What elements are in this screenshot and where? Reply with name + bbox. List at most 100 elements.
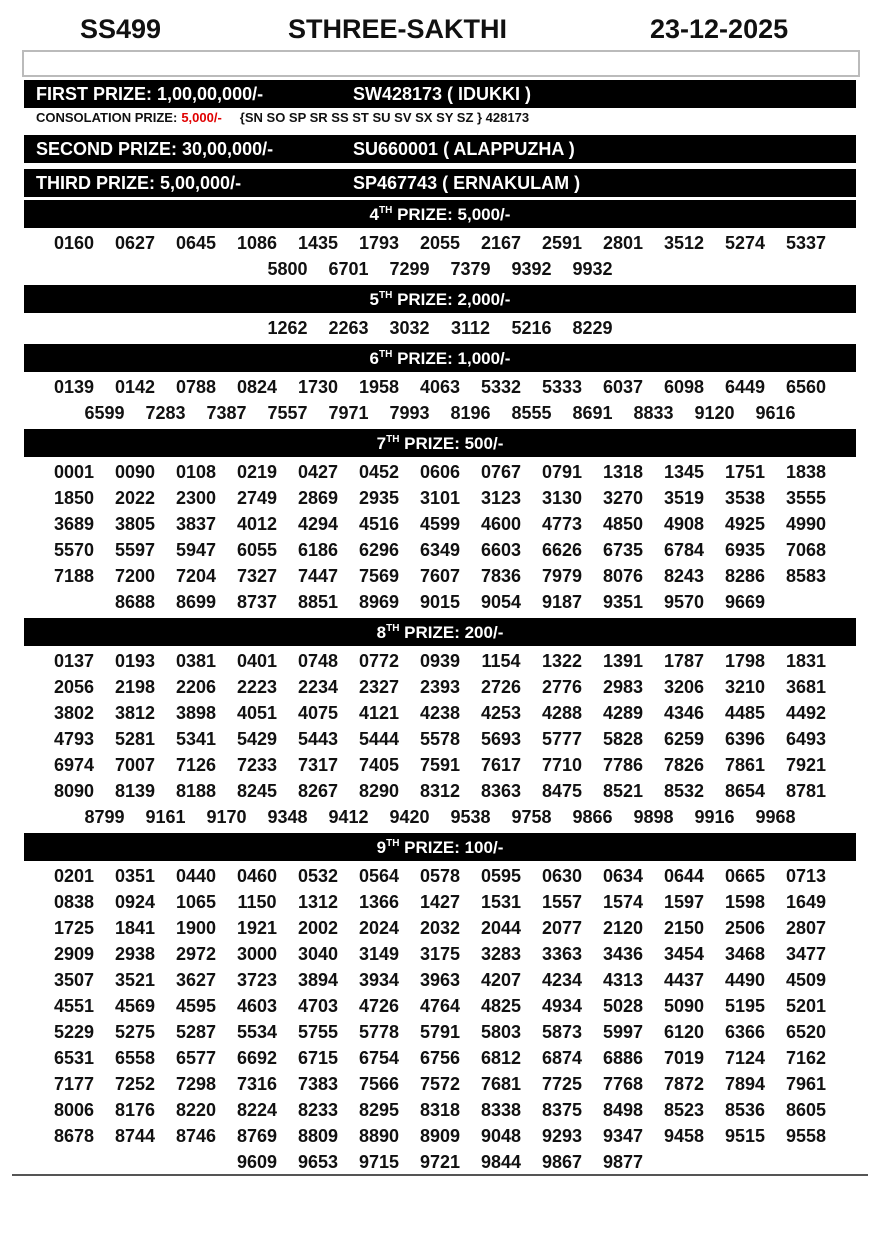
prize-ordinal-suffix: TH bbox=[379, 349, 393, 360]
winning-number: 4485 bbox=[724, 703, 766, 723]
winning-number: 2801 bbox=[602, 233, 644, 253]
winning-number: 7971 bbox=[328, 403, 369, 423]
number-row: 6974 7007 7126 7233 7317 7405 7591 7617 7710 7786… bbox=[24, 752, 856, 778]
number-row: 0001 0090 0108 0219 0427 0452 0606 0767 0791 1318… bbox=[24, 459, 856, 485]
number-row: 6531 6558 6577 6692 6715 6754 6756 6812 6874 6886… bbox=[24, 1045, 856, 1071]
winning-number: 3123 bbox=[480, 488, 522, 508]
winning-number: 2726 bbox=[480, 677, 522, 697]
winning-number: 6812 bbox=[480, 1048, 522, 1068]
winning-number: 8781 bbox=[785, 781, 827, 801]
winning-number: 5570 bbox=[53, 540, 95, 560]
winning-number: 9351 bbox=[602, 592, 644, 612]
blank-box bbox=[22, 50, 860, 77]
number-row: 3689 3805 3837 4012 4294 4516 4599 4600 4773 4850… bbox=[24, 511, 856, 537]
winning-number: 6692 bbox=[236, 1048, 278, 1068]
first-prize-label: FIRST PRIZE: 1,00,00,000/- bbox=[36, 84, 264, 104]
number-row: 1262 2263 3032 3112 5216 8229 bbox=[24, 315, 856, 341]
third-prize-label: THIRD PRIZE: 5,00,000/- bbox=[36, 173, 242, 193]
winning-number: 9721 bbox=[419, 1152, 461, 1172]
number-row: 6599 7283 7387 7557 7971 7993 8196 8555 8691 8833… bbox=[24, 400, 856, 426]
winning-number: 2938 bbox=[114, 944, 156, 964]
winning-number: 3270 bbox=[602, 488, 644, 508]
prize-header: 5TH PRIZE: 2,000/- bbox=[24, 285, 856, 313]
winning-number: 4600 bbox=[480, 514, 522, 534]
winning-number: 5287 bbox=[175, 1022, 217, 1042]
winning-number: 7007 bbox=[114, 755, 156, 775]
winning-number: 5997 bbox=[602, 1022, 644, 1042]
winning-number: 2506 bbox=[724, 918, 766, 938]
winning-number: 6186 bbox=[297, 540, 339, 560]
winning-number: 5337 bbox=[785, 233, 827, 253]
winning-numbers: 0201 0351 0440 0460 0532 0564 0578 0595 0630 0634… bbox=[24, 861, 856, 1175]
prize-amount: PRIZE: 5,000/- bbox=[392, 205, 511, 224]
prize-ordinal: 4 bbox=[369, 205, 379, 224]
winning-number: 7204 bbox=[175, 566, 217, 586]
winning-number: 4294 bbox=[297, 514, 339, 534]
winning-number: 4569 bbox=[114, 996, 156, 1016]
winning-numbers: 0001 0090 0108 0219 0427 0452 0606 0767 0791 1318… bbox=[24, 457, 856, 615]
number-row: 8688 8699 8737 8851 8969 9015 9054 9187 9351 9570… bbox=[24, 589, 856, 615]
winning-number: 2393 bbox=[419, 677, 461, 697]
number-row: 5800 6701 7299 7379 9392 9932 bbox=[24, 256, 856, 282]
number-row: 2056 2198 2206 2223 2234 2327 2393 2726 2776 2983… bbox=[24, 674, 856, 700]
winning-number: 5274 bbox=[724, 233, 766, 253]
winning-number: 6558 bbox=[114, 1048, 156, 1068]
winning-number: 0634 bbox=[602, 866, 644, 886]
winning-number: 9515 bbox=[724, 1126, 766, 1146]
winning-number: 1900 bbox=[175, 918, 217, 938]
winning-number: 6784 bbox=[663, 540, 705, 560]
winning-numbers: 1262 2263 3032 3112 5216 8229 bbox=[24, 313, 856, 341]
winning-number: 6735 bbox=[602, 540, 644, 560]
winning-number: 1427 bbox=[419, 892, 461, 912]
third-prize-bar: THIRD PRIZE: 5,00,000/- SP467743 ( ERNAK… bbox=[24, 169, 856, 197]
winning-number: 0772 bbox=[358, 651, 400, 671]
winning-number: 6599 bbox=[84, 403, 125, 423]
winning-number: 6120 bbox=[663, 1022, 705, 1042]
prize-section-7: 7TH PRIZE: 500/- 0001 0090 0108 0219 0427 0452… bbox=[24, 429, 856, 615]
winning-number: 8220 bbox=[175, 1100, 217, 1120]
winning-number: 3538 bbox=[724, 488, 766, 508]
winning-number: 0791 bbox=[541, 462, 583, 482]
winning-number: 8139 bbox=[114, 781, 156, 801]
number-row: 7188 7200 7204 7327 7447 7569 7607 7836 7979 8076… bbox=[24, 563, 856, 589]
winning-number: 3112 bbox=[450, 318, 491, 338]
winning-number: 6974 bbox=[53, 755, 95, 775]
winning-number: 3898 bbox=[175, 703, 217, 723]
second-prize-label: SECOND PRIZE: 30,00,000/- bbox=[36, 139, 274, 159]
winning-number: 0578 bbox=[419, 866, 461, 886]
prize-sections: 4TH PRIZE: 5,000/- 0160 0627 0645 1086 1435 17… bbox=[24, 200, 856, 1175]
winning-number: 6577 bbox=[175, 1048, 217, 1068]
winning-number: 3363 bbox=[541, 944, 583, 964]
winning-number: 7557 bbox=[267, 403, 308, 423]
number-row: 0137 0193 0381 0401 0748 0772 0939 1154 1322 1391… bbox=[24, 648, 856, 674]
winning-number: 9015 bbox=[419, 592, 461, 612]
winning-number: 0381 bbox=[175, 651, 217, 671]
winning-number: 3468 bbox=[724, 944, 766, 964]
winning-number: 7200 bbox=[114, 566, 156, 586]
winning-number: 8267 bbox=[297, 781, 339, 801]
winning-number: 8498 bbox=[602, 1100, 644, 1120]
winning-number: 2972 bbox=[175, 944, 217, 964]
winning-number: 3149 bbox=[358, 944, 400, 964]
winning-number: 1649 bbox=[785, 892, 827, 912]
winning-number: 8229 bbox=[572, 318, 613, 338]
winning-number: 7177 bbox=[53, 1074, 95, 1094]
winning-number: 9916 bbox=[694, 807, 735, 827]
winning-number: 4908 bbox=[663, 514, 705, 534]
winning-number: 4288 bbox=[541, 703, 583, 723]
winning-number: 4551 bbox=[53, 996, 95, 1016]
prize-ordinal-suffix: TH bbox=[379, 205, 393, 216]
winning-number: 1751 bbox=[724, 462, 766, 482]
number-row: 4551 4569 4595 4603 4703 4726 4764 4825 4934 5028… bbox=[24, 993, 856, 1019]
winning-number: 6098 bbox=[663, 377, 705, 397]
winning-number: 1787 bbox=[663, 651, 705, 671]
winning-number: 6626 bbox=[541, 540, 583, 560]
winning-number: 2935 bbox=[358, 488, 400, 508]
number-row: 8678 8744 8746 8769 8809 8890 8909 9048 9293 9347… bbox=[24, 1123, 856, 1149]
prize-amount: PRIZE: 500/- bbox=[399, 434, 504, 453]
winning-number: 7383 bbox=[297, 1074, 339, 1094]
winning-numbers: 0139 0142 0788 0824 1730 1958 4063 5332 5333 6037… bbox=[24, 372, 856, 426]
winning-number: 2909 bbox=[53, 944, 95, 964]
winning-number: 8176 bbox=[114, 1100, 156, 1120]
winning-number: 6037 bbox=[602, 377, 644, 397]
